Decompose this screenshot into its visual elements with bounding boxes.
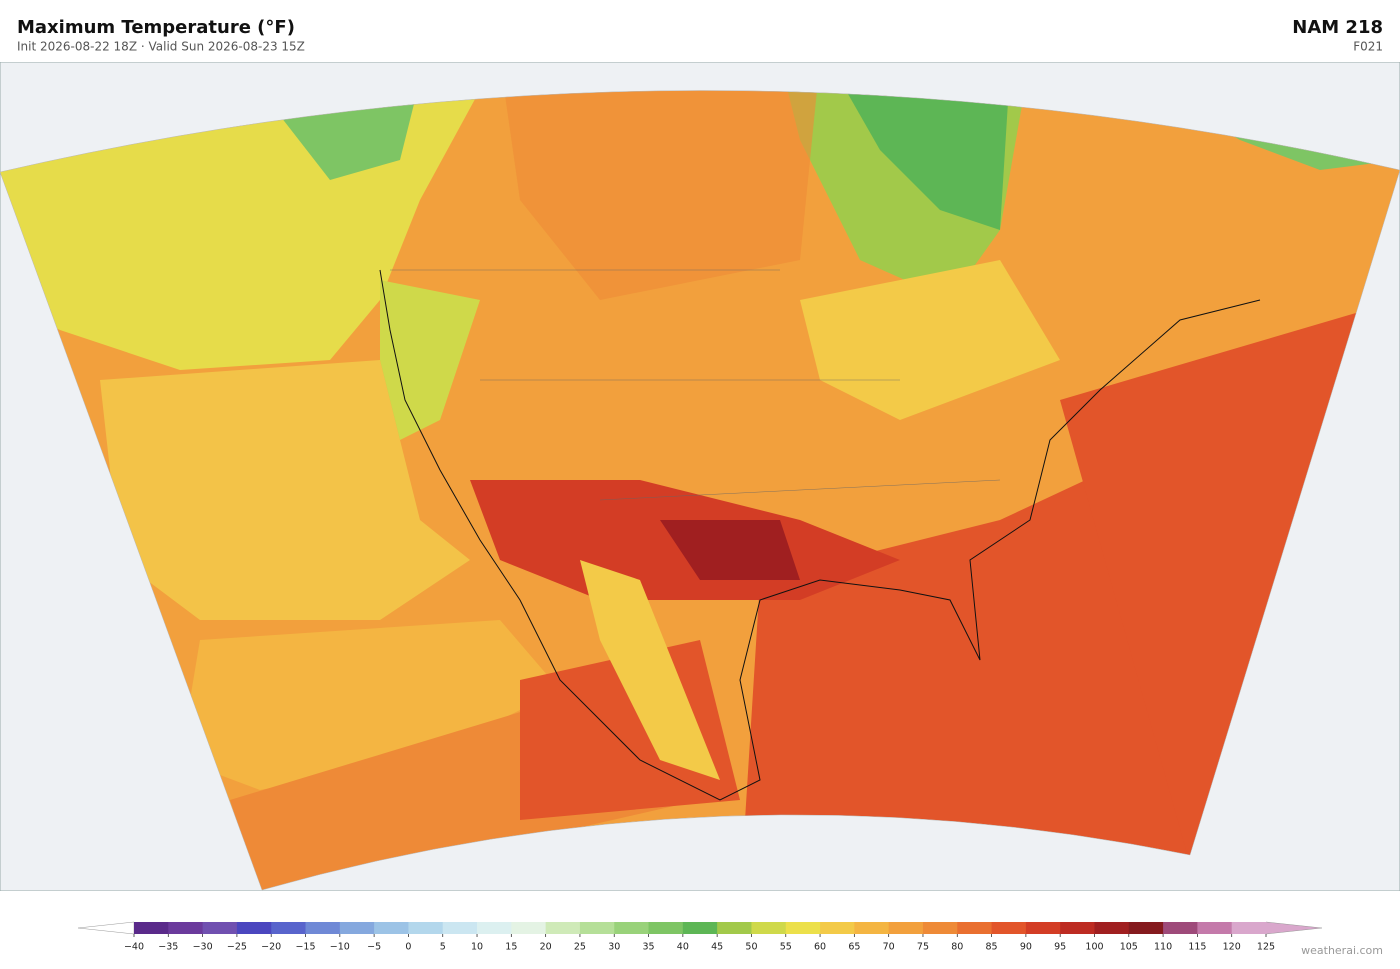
colorbar-tick-label: −25 (227, 942, 247, 953)
colorbar-tick-label: 30 (608, 942, 620, 953)
colorbar-tick-label: 75 (917, 942, 929, 953)
colorbar-bin (545, 922, 581, 934)
colorbar-bin (785, 922, 821, 934)
colorbar-tick-label: 110 (1154, 942, 1172, 953)
colorbar-tick-label: 120 (1223, 942, 1241, 953)
colorbar-tick-label: 105 (1120, 942, 1138, 953)
colorbar-tick-label: −10 (330, 942, 350, 953)
colorbar-bin (717, 922, 752, 934)
colorbar-tick-label: 70 (883, 942, 895, 953)
colorbar-bin (579, 922, 615, 934)
colorbar-bin (820, 922, 855, 934)
colorbar-tick-label: −35 (158, 942, 178, 953)
colorbar-tick-label: 5 (440, 942, 446, 953)
colorbar-bin (134, 922, 169, 934)
colorbar-tick-label: 65 (848, 942, 860, 953)
colorbar-tick-label: 25 (574, 942, 586, 953)
title: Maximum Temperature (°F) (17, 17, 295, 38)
colorbar-tick-label: 35 (642, 942, 654, 953)
colorbar-over (1265, 921, 1323, 935)
colorbar-tick-label: 85 (986, 942, 998, 953)
subtitle: Init 2026-08-22 18Z · Valid Sun 2026-08-… (17, 40, 305, 54)
colorbar-tick-label: 80 (951, 942, 963, 953)
colorbar-bin (1025, 922, 1061, 934)
colorbar-tick-label: 90 (1020, 942, 1032, 953)
colorbar-bin (682, 922, 718, 934)
colorbar-bin (922, 922, 958, 934)
colorbar-bin (957, 922, 993, 934)
colorbar-tick-label: 60 (814, 942, 826, 953)
colorbar-bin (1163, 922, 1198, 934)
colorbar-bin (991, 922, 1027, 934)
colorbar-bin (236, 922, 272, 934)
forecast-hour: F021 (1353, 40, 1383, 54)
colorbar-bin (1128, 922, 1164, 934)
colorbar-tick-label: 15 (505, 942, 517, 953)
colorbar-bin (339, 922, 375, 934)
watermark: weatherai.com (1301, 944, 1383, 957)
colorbar-tick-label: 95 (1054, 942, 1066, 953)
colorbar-bin (202, 922, 238, 934)
colorbar-tick-label: −40 (124, 942, 144, 953)
colorbar-bin (511, 922, 547, 934)
colorbar-bin (442, 922, 478, 934)
colorbar-tick-label: −20 (261, 942, 281, 953)
colorbar-bin (477, 922, 512, 934)
colorbar-bin (168, 922, 204, 934)
colorbar-tick-label: 115 (1188, 942, 1206, 953)
colorbar-bin (1197, 922, 1233, 934)
colorbar-bin (408, 922, 444, 934)
colorbar-tick-label: 10 (471, 942, 483, 953)
colorbar-bin (271, 922, 307, 934)
colorbar-bin (648, 922, 684, 934)
colorbar-bin (854, 922, 890, 934)
colorbar: −40 −35 −30 −25 −20 −15 −10 −5 0 5 10 15 20 25 30 35 40 4… (77, 921, 1323, 953)
colorbar-bin (751, 922, 787, 934)
colorbar-bin (1060, 922, 1095, 934)
colorbar-tick-label: 45 (711, 942, 723, 953)
colorbar-bin (1094, 922, 1130, 934)
colorbar-bin (305, 922, 341, 934)
colorbar-bin (374, 922, 409, 934)
colorbar-tick-label: 50 (745, 942, 757, 953)
colorbar-bin (1231, 922, 1267, 934)
colorbar-tick-label: 0 (405, 942, 411, 953)
colorbar-tick-label: 100 (1085, 942, 1103, 953)
colorbar-tick-label: −30 (193, 942, 213, 953)
colorbar-tick-label: −15 (295, 942, 315, 953)
colorbar-tick-label: 40 (677, 942, 689, 953)
colorbar-bin (614, 922, 650, 934)
colorbar-tick-label: −5 (367, 942, 381, 953)
model-name: NAM 218 (1292, 17, 1383, 38)
colorbar-bin (888, 922, 924, 934)
colorbar-tick-label: 20 (540, 942, 552, 953)
colorbar-tick-label: 125 (1257, 942, 1275, 953)
colorbar-tick-label: 55 (780, 942, 792, 953)
colorbar-under (77, 921, 135, 935)
